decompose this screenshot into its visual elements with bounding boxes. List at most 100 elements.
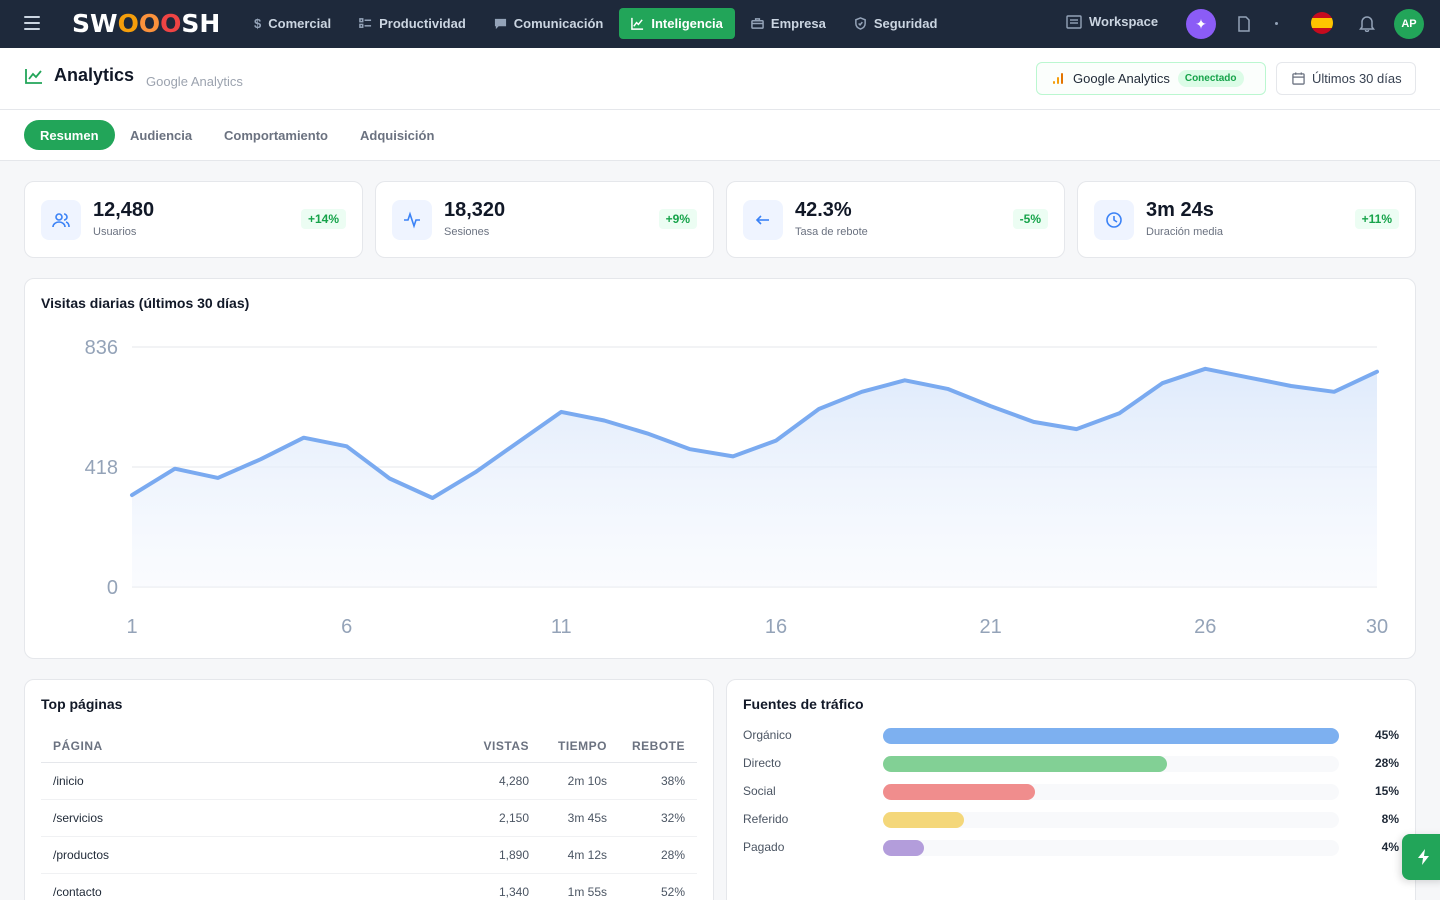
nav-item-comunicacion[interactable]: Comunicación [482, 8, 616, 39]
checklist-icon [359, 18, 372, 28]
x-tick-label: 21 [979, 616, 1001, 638]
traffic-source-percent: 4% [1381, 840, 1399, 854]
x-tick-label: 16 [765, 616, 787, 638]
quick-action-button[interactable] [1402, 834, 1440, 880]
chart-title: Visitas diarias (últimos 30 días) [41, 295, 250, 311]
traffic-source-bar-track [883, 840, 1339, 856]
kpi-change-badge: +9% [658, 209, 697, 229]
page-header: Analytics Google Analytics Google Analyt… [0, 48, 1440, 110]
user-avatar[interactable]: AP [1394, 9, 1424, 39]
traffic-source-bar-track [883, 756, 1339, 772]
y-tick-label: 836 [85, 337, 118, 359]
traffic-source-bar-track [883, 812, 1339, 828]
traffic-source-row: Orgánico 45% [743, 726, 1399, 746]
users-icon [52, 213, 70, 228]
daily-visits-card: Visitas diarias (últimos 30 días) 0 418 83… [24, 278, 1416, 659]
page-bounce: 52% [619, 873, 697, 900]
nav-item-empresa[interactable]: Empresa [739, 8, 838, 39]
column-header-bounce: REBOTE [619, 730, 697, 763]
page-bounce: 32% [619, 799, 697, 837]
column-header-views: VISTAS [451, 730, 541, 763]
page-title: Analytics [54, 65, 135, 85]
app-logo[interactable]: SWOOOSH [72, 9, 221, 38]
calendar-icon [1292, 72, 1305, 85]
traffic-source-row: Referido 8% [743, 810, 1399, 830]
bell-icon[interactable] [1359, 15, 1375, 32]
page-views: 1,890 [451, 836, 541, 874]
ai-assistant-button[interactable]: ✦ [1186, 9, 1216, 39]
arrow-left-icon [755, 215, 769, 225]
main-nav: $ Comercial Productividad Comunicación I… [242, 8, 953, 39]
nav-item-inteligencia[interactable]: Inteligencia [619, 8, 735, 39]
date-range-button[interactable]: Últimos 30 días [1276, 62, 1416, 95]
page-views: 2,150 [451, 799, 541, 837]
workspace-button[interactable]: Workspace [1066, 14, 1158, 29]
page-time: 3m 45s [541, 799, 619, 837]
menu-icon[interactable] [24, 16, 40, 30]
x-tick-label: 1 [126, 616, 137, 638]
traffic-source-name: Orgánico [743, 728, 792, 742]
table-row[interactable]: /inicio 4,280 2m 10s 38% [41, 762, 697, 800]
visits-area [132, 368, 1377, 587]
x-tick-label: 30 [1366, 616, 1388, 638]
kpi-label: Usuarios [93, 226, 137, 238]
table-row[interactable]: /contacto 1,340 1m 55s 52% [41, 873, 697, 900]
analytics-bars-icon [1053, 73, 1065, 84]
table-row[interactable]: /servicios 2,150 3m 45s 32% [41, 799, 697, 837]
traffic-source-row: Pagado 4% [743, 838, 1399, 858]
tab-adquisicion[interactable]: Adquisición [360, 127, 435, 143]
traffic-source-percent: 8% [1381, 812, 1399, 826]
top-navbar: SWOOOSH $ Comercial Productividad Comuni… [0, 0, 1440, 48]
kpi-card-duracion: 3m 24s Duración media +11% [1077, 181, 1416, 258]
nav-item-productividad[interactable]: Productividad [347, 8, 478, 39]
traffic-source-bar-track [883, 728, 1339, 744]
tab-audiencia[interactable]: Audiencia [130, 127, 193, 143]
kpi-label: Tasa de rebote [795, 226, 868, 238]
lightning-icon [1418, 849, 1429, 865]
activity-icon [404, 211, 420, 229]
kpi-label: Sesiones [444, 226, 490, 238]
nav-item-seguridad[interactable]: Seguridad [842, 8, 950, 39]
traffic-source-bar [883, 812, 965, 828]
briefcase-icon [751, 18, 764, 29]
traffic-sources-title: Fuentes de tráfico [743, 696, 864, 712]
shield-icon [854, 17, 866, 30]
sparkle-icon: ✦ [1195, 15, 1207, 32]
nav-item-comercial[interactable]: $ Comercial [254, 16, 332, 31]
tab-resumen[interactable]: Resumen [24, 120, 115, 150]
kpi-card-sesiones: 18,320 Sesiones +9% [375, 181, 714, 258]
traffic-source-name: Pagado [743, 840, 785, 854]
kpi-label: Duración media [1146, 226, 1224, 238]
traffic-source-row: Directo 28% [743, 754, 1399, 774]
traffic-sources-card: Fuentes de tráfico Orgánico 45% Directo 28%… [726, 679, 1416, 900]
x-tick-label: 26 [1194, 616, 1216, 638]
kpi-value: 3m 24s [1146, 199, 1214, 221]
chart-line-icon [631, 17, 644, 30]
page-bounce: 28% [619, 836, 697, 874]
tab-comportamiento[interactable]: Comportamiento [224, 127, 328, 143]
workspace-icon [1066, 14, 1082, 29]
table-row[interactable]: /productos 1,890 4m 12s 28% [41, 836, 697, 874]
kpi-value: 42.3% [795, 199, 852, 221]
google-analytics-connection[interactable]: Google Analytics Conectado [1036, 62, 1266, 95]
page-views: 4,280 [451, 762, 541, 800]
kpi-change-badge: +14% [300, 209, 346, 229]
tabs-bar: Resumen Audiencia Comportamiento Adquisi… [0, 110, 1440, 161]
kpi-card-usuarios: 12,480 Usuarios +14% [24, 181, 363, 258]
document-icon[interactable] [1237, 16, 1251, 32]
traffic-source-name: Directo [743, 756, 782, 770]
traffic-source-bar [883, 728, 1339, 744]
y-tick-label: 418 [85, 457, 118, 479]
dollar-icon: $ [254, 16, 262, 31]
traffic-source-name: Social [743, 784, 776, 798]
spain-flag-icon[interactable] [1311, 12, 1333, 34]
clock-icon [1106, 212, 1122, 228]
traffic-source-percent: 15% [1374, 784, 1399, 798]
y-tick-label: 0 [107, 577, 118, 599]
chart-line-icon [25, 69, 42, 84]
traffic-source-bar-track [883, 784, 1339, 800]
traffic-source-percent: 28% [1374, 756, 1399, 770]
column-header-page: PÁGINA [41, 730, 451, 763]
kpi-change-badge: -5% [1012, 209, 1048, 229]
